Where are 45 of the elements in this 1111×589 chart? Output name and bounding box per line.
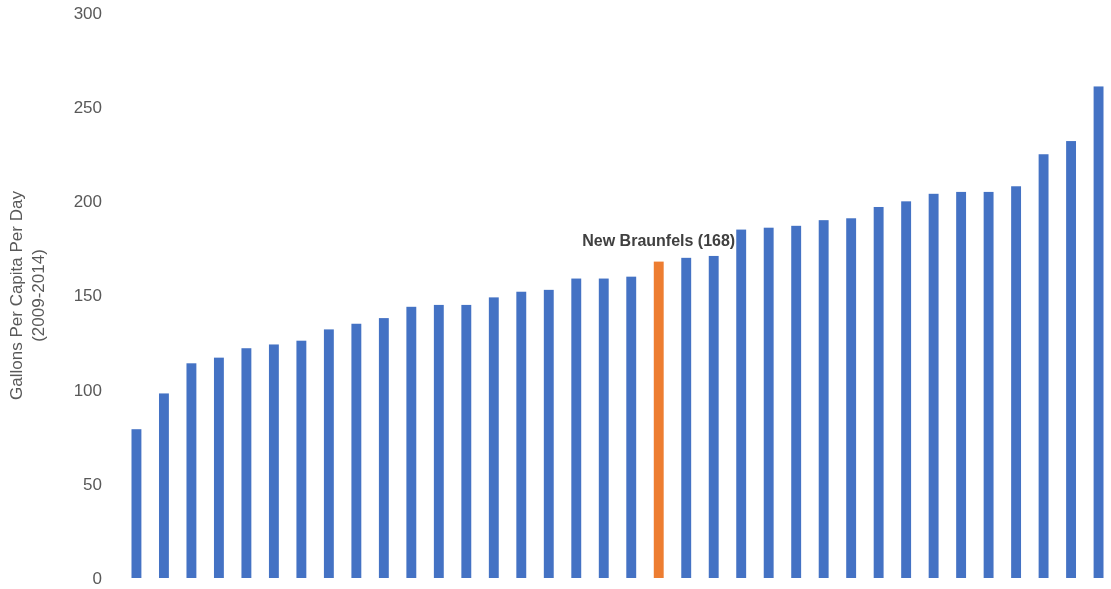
bar (1093, 86, 1104, 578)
bar (213, 357, 224, 578)
bar (378, 318, 389, 578)
y-tick-label: 150 (73, 286, 102, 306)
y-tick-label: 250 (73, 98, 102, 118)
bar (736, 229, 747, 578)
bar (763, 227, 774, 578)
y-tick-label: 0 (92, 568, 102, 588)
bar (1066, 141, 1077, 578)
bar (131, 429, 142, 578)
bar (681, 257, 692, 578)
bar (543, 289, 554, 578)
bar (873, 206, 884, 578)
bar (158, 393, 169, 578)
bar (323, 329, 334, 578)
bar (983, 191, 994, 578)
bar (241, 348, 252, 578)
bar (351, 323, 362, 578)
bar (791, 225, 802, 578)
bar (1038, 154, 1049, 578)
bar (186, 363, 197, 578)
bar (433, 304, 444, 578)
bar (846, 218, 857, 578)
bar (406, 306, 417, 578)
y-tick-label: 100 (73, 380, 102, 400)
bar (626, 276, 637, 578)
bar (901, 201, 912, 578)
bar (1011, 186, 1022, 578)
bar (708, 255, 719, 578)
bar (296, 340, 307, 578)
annotation: New Braunfels (168) (582, 231, 736, 249)
bar (488, 297, 499, 578)
bar (571, 278, 582, 578)
bar (516, 291, 527, 578)
bar (928, 193, 939, 578)
y-tick-label: 200 (73, 192, 102, 212)
bar (818, 220, 829, 578)
bar (598, 278, 609, 578)
bar (268, 344, 279, 578)
bar (653, 261, 664, 578)
bar (956, 191, 967, 578)
bar (461, 304, 472, 578)
y-tick-label: 300 (73, 3, 102, 23)
y-axis-title: Gallons Per Capita Per Day (2009-2014) (7, 190, 48, 400)
y-tick-label: 50 (83, 474, 102, 494)
